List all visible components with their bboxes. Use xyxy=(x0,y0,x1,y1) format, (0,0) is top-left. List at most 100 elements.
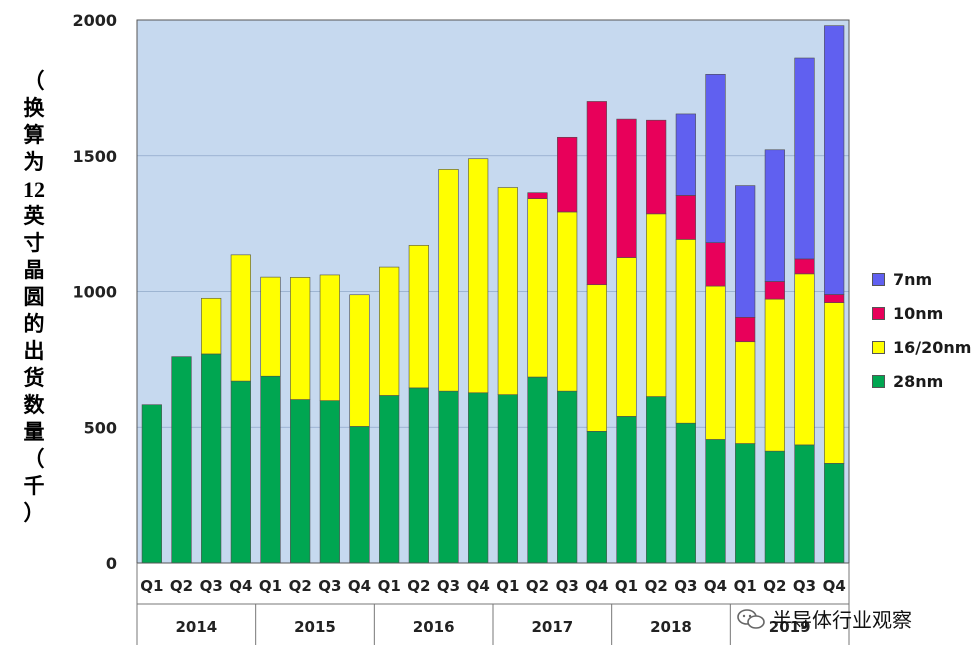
y-axis-label-char: 12 xyxy=(23,177,45,202)
bar-28nm-16 xyxy=(616,416,637,564)
bar-16-20nm-2 xyxy=(201,297,222,355)
x-tick-label: Q4 xyxy=(585,577,608,595)
x-tick-label: Q3 xyxy=(437,577,460,595)
bar-16-20nm-7 xyxy=(349,294,370,427)
y-axis-label: （ 换算为 12 英寸晶圆的出货数量 （ 千 ） xyxy=(14,68,54,525)
x-tick-labels: Q1 Q2 Q3 Q4 Q1 Q2 Q3 Q4 Q1 Q2 Q3 Q4 Q1 Q2 Q3 Q4 Q1 Q2 Q3 Q4… xyxy=(140,577,846,595)
axes xyxy=(136,19,850,645)
bar-28nm-10 xyxy=(438,390,459,564)
legend: 7nm 10nm 16/20nm 28nm xyxy=(872,262,971,398)
legend-label: 10nm xyxy=(893,303,944,323)
x-tick-label: Q1 xyxy=(496,577,519,595)
legend-item-7nm: 7nm xyxy=(872,262,971,296)
x-tick-label: Q1 xyxy=(259,577,282,595)
bar-28nm-17 xyxy=(646,396,667,564)
year-label: 2019 xyxy=(769,618,811,636)
bar-10nm-14 xyxy=(557,136,578,213)
year-label: 2018 xyxy=(650,618,692,636)
bar-28nm-7 xyxy=(349,426,370,564)
year-labels: 2014 2015 2016 2017 2018 2019 xyxy=(175,618,810,636)
bar-10nm-21 xyxy=(764,281,785,300)
year-label: 2016 xyxy=(413,618,455,636)
year-label: 2014 xyxy=(175,618,217,636)
bar-7nm-23 xyxy=(824,25,845,295)
bar-10nm-22 xyxy=(794,258,815,275)
legend-label: 28nm xyxy=(893,371,944,391)
bars xyxy=(141,25,845,564)
y-tick-label: 2000 xyxy=(72,11,117,30)
bar-28nm-2 xyxy=(201,353,222,564)
bar-28nm-11 xyxy=(468,392,489,564)
y-axis-label-char: 量 xyxy=(23,420,45,444)
bar-10nm-16 xyxy=(616,118,637,258)
bar-28nm-9 xyxy=(408,387,429,564)
bar-10nm-19 xyxy=(705,242,726,287)
bar-16-20nm-12 xyxy=(497,187,518,395)
bar-28nm-20 xyxy=(735,443,756,564)
bar-28nm-3 xyxy=(230,380,251,564)
y-axis-label-char: 千 xyxy=(23,474,45,498)
bar-7nm-22 xyxy=(794,57,815,260)
x-tick-label: Q2 xyxy=(407,577,430,595)
legend-item-28nm: 28nm xyxy=(872,364,971,398)
legend-swatch-16-20nm xyxy=(872,340,885,354)
bar-28nm-22 xyxy=(794,444,815,564)
bar-28nm-15 xyxy=(586,431,607,564)
y-axis-label-char: 数 xyxy=(23,393,45,417)
y-axis-label-char: 英 xyxy=(23,204,45,228)
y-tick-label: 500 xyxy=(84,418,117,437)
wechat-icon xyxy=(737,608,765,629)
x-tick-label: Q4 xyxy=(704,577,727,595)
y-axis-label-char: （ xyxy=(23,69,45,93)
legend-item-10nm: 10nm xyxy=(872,296,971,330)
bar-28nm-1 xyxy=(171,356,192,564)
x-tick-label: Q3 xyxy=(793,577,816,595)
y-axis-label-char: 算 xyxy=(23,123,45,147)
y-axis-label-char: 的 xyxy=(23,312,45,336)
x-tick-label: Q2 xyxy=(170,577,193,595)
y-axis-label-char: ） xyxy=(23,501,45,525)
bar-16-20nm-19 xyxy=(705,285,726,440)
x-tick-label: Q1 xyxy=(615,577,638,595)
bar-16-20nm-14 xyxy=(557,211,578,392)
watermark-text: 半导体行业观察 xyxy=(772,608,912,632)
x-tick-label: Q4 xyxy=(823,577,846,595)
bar-28nm-18 xyxy=(675,422,696,564)
year-label: 2015 xyxy=(294,618,336,636)
bar-16-20nm-10 xyxy=(438,169,459,392)
bar-7nm-21 xyxy=(764,149,785,282)
bar-16-20nm-17 xyxy=(646,213,667,397)
bar-16-20nm-22 xyxy=(794,273,815,446)
bar-16-20nm-16 xyxy=(616,257,637,417)
x-tick-label: Q2 xyxy=(526,577,549,595)
legend-item-16-20nm: 16/20nm xyxy=(872,330,971,364)
bar-16-20nm-15 xyxy=(586,284,607,432)
bar-16-20nm-21 xyxy=(764,298,785,452)
bar-28nm-5 xyxy=(290,399,311,564)
bar-10nm-13 xyxy=(527,192,548,199)
y-axis-label-char: 晶 xyxy=(23,258,45,282)
x-tick-label: Q2 xyxy=(645,577,668,595)
x-tick-label: Q1 xyxy=(734,577,757,595)
watermark: 半导体行业观察 xyxy=(736,604,912,633)
year-label: 2017 xyxy=(531,618,573,636)
x-tick-label: Q2 xyxy=(763,577,786,595)
x-tick-label: Q3 xyxy=(200,577,223,595)
legend-swatch-28nm xyxy=(872,374,885,388)
x-tick-label: Q2 xyxy=(289,577,312,595)
bar-16-20nm-5 xyxy=(290,277,311,400)
y-axis-label-char: 为 xyxy=(23,150,45,174)
bar-28nm-4 xyxy=(260,375,281,564)
x-tick-label: Q4 xyxy=(348,577,371,595)
bar-16-20nm-4 xyxy=(260,276,281,377)
x-tick-label: Q1 xyxy=(140,577,163,595)
legend-label: 7nm xyxy=(893,269,933,289)
bar-10nm-18 xyxy=(675,195,696,240)
bar-28nm-14 xyxy=(557,390,578,564)
y-tick-label: 0 xyxy=(106,554,117,573)
bar-28nm-6 xyxy=(319,400,340,564)
bar-16-20nm-20 xyxy=(735,341,756,444)
bar-10nm-17 xyxy=(646,119,667,215)
legend-label: 16/20nm xyxy=(893,337,972,357)
